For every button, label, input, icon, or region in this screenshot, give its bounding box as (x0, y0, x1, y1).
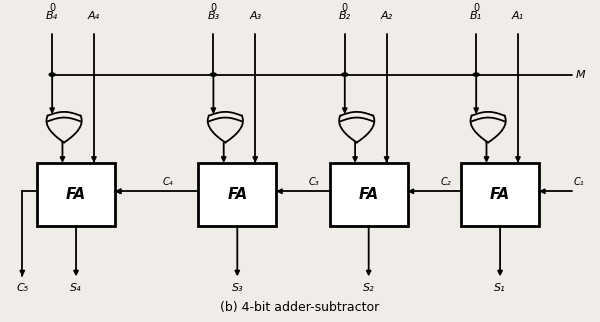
Text: (b) 4-bit adder-subtractor: (b) 4-bit adder-subtractor (220, 301, 380, 314)
Text: FA: FA (227, 187, 247, 202)
FancyBboxPatch shape (37, 163, 115, 226)
Text: B₄: B₄ (46, 11, 58, 21)
Text: 0: 0 (473, 3, 479, 13)
Text: B₂: B₂ (339, 11, 351, 21)
Circle shape (211, 73, 217, 76)
Text: C₅: C₅ (16, 283, 29, 293)
Text: 0: 0 (342, 3, 348, 13)
Text: FA: FA (66, 187, 86, 202)
Text: A₂: A₂ (380, 11, 392, 21)
Text: C₄: C₄ (163, 176, 173, 186)
Text: A₁: A₁ (512, 11, 524, 21)
Text: C₂: C₂ (440, 176, 451, 186)
Text: A₃: A₃ (249, 11, 261, 21)
Text: B₁: B₁ (470, 11, 482, 21)
Text: C₃: C₃ (309, 176, 320, 186)
Text: S₁: S₁ (494, 283, 506, 293)
FancyBboxPatch shape (199, 163, 276, 226)
Text: B₃: B₃ (208, 11, 220, 21)
Text: C₁: C₁ (574, 176, 584, 186)
FancyBboxPatch shape (461, 163, 539, 226)
Text: S₃: S₃ (232, 283, 243, 293)
Text: M: M (576, 70, 586, 80)
Text: S₂: S₂ (363, 283, 374, 293)
Text: 0: 0 (49, 3, 55, 13)
Text: A₄: A₄ (88, 11, 100, 21)
Circle shape (473, 73, 479, 76)
Text: 0: 0 (211, 3, 217, 13)
Circle shape (49, 73, 55, 76)
FancyBboxPatch shape (330, 163, 407, 226)
Circle shape (342, 73, 348, 76)
Text: FA: FA (490, 187, 510, 202)
Text: FA: FA (359, 187, 379, 202)
Text: S₄: S₄ (70, 283, 82, 293)
